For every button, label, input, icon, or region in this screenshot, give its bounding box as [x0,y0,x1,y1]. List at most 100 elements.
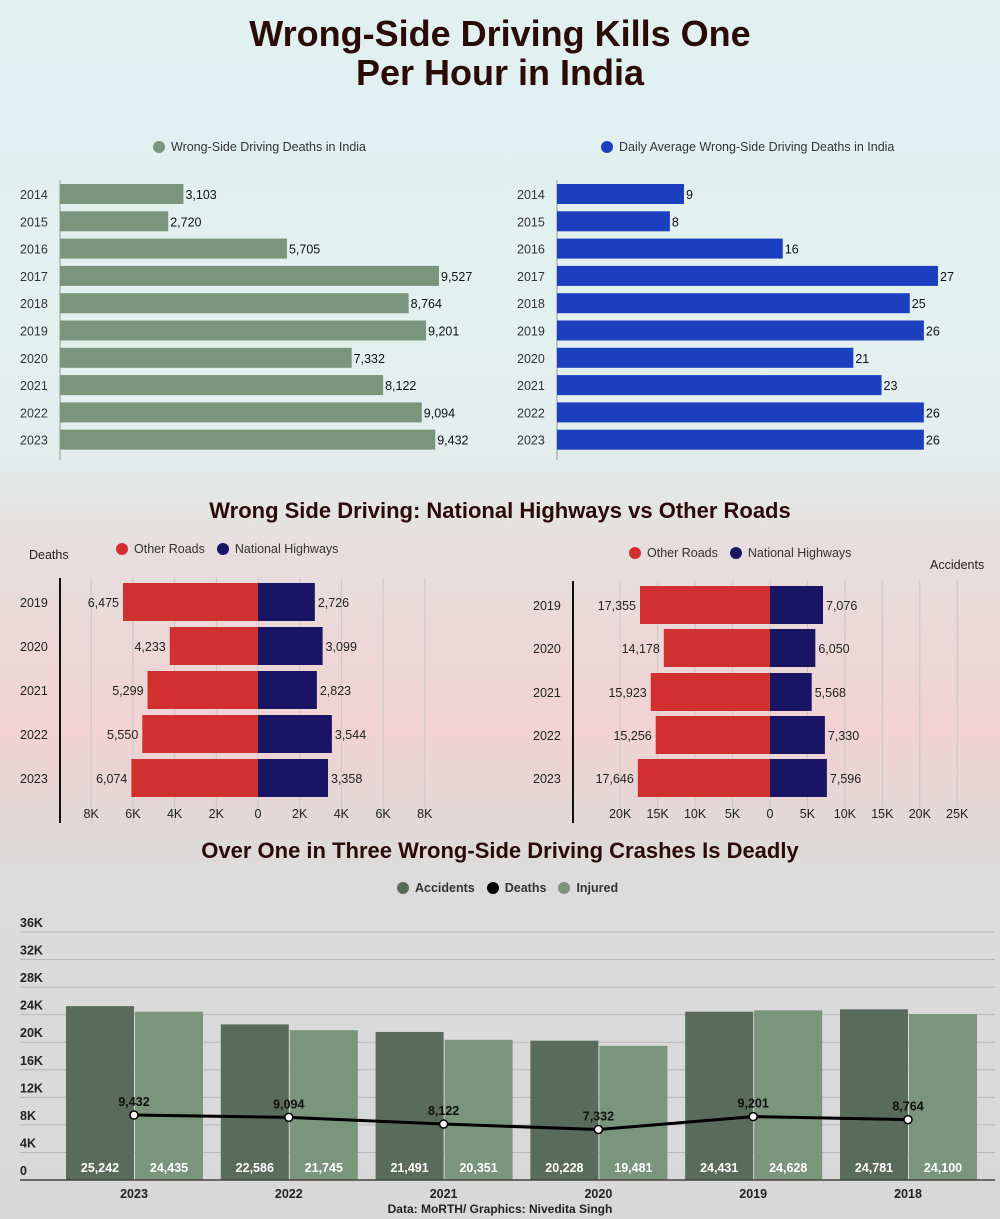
x-tick-label: 2021 [430,1187,458,1201]
data-label: 2,726 [318,596,349,610]
bar-accidents [66,1006,134,1180]
legend-label: National Highways [747,546,852,560]
year-label: 2018 [20,297,48,311]
y-tick-label: 28K [20,971,43,985]
bar [60,375,384,396]
y-tick-label: 24K [20,999,43,1013]
bar-other-roads [637,759,770,797]
legend-left-diverging: Other Roads National Highways [116,542,338,556]
year-label: 2021 [20,684,48,698]
data-label-injured: 19,481 [614,1161,652,1175]
y-tick-label: 4K [20,1136,36,1150]
year-label: 2017 [517,270,545,284]
y-tick-label: 16K [20,1054,43,1068]
year-label: 2021 [533,686,561,700]
year-label: 2022 [20,406,48,420]
legend-label: Daily Average Wrong-Side Driving Deaths … [619,140,895,154]
bar-national-highways [258,583,315,621]
data-label: 2,720 [170,215,201,229]
legend-right-diverging: Other Roads National Highways [629,546,851,560]
x-tick-label: 2020 [584,1187,612,1201]
legend-label: Accidents [415,881,475,895]
bar-injured [754,1010,823,1180]
data-label-accidents: 24,781 [855,1161,893,1175]
tick-label: 4K [167,807,183,821]
bar-injured [135,1011,203,1180]
data-label: 3,544 [335,728,366,742]
data-label-injured: 20,351 [459,1161,497,1175]
bar-national-highways [258,759,329,797]
bar-accidents [220,1024,289,1180]
bar-accidents [375,1031,444,1180]
year-label: 2016 [20,243,48,257]
year-label: 2015 [20,215,48,229]
data-label-injured: 24,628 [769,1161,807,1175]
bar [557,320,924,341]
tick-label: 6K [125,807,141,821]
bar-national-highways [258,671,317,709]
data-label: 25 [912,297,926,311]
data-label-deaths: 9,201 [738,1097,769,1111]
bar [557,429,924,450]
data-label: 15,923 [608,686,646,700]
legend-swatch [601,141,613,153]
data-label: 6,475 [88,596,119,610]
bar [60,429,436,450]
point-deaths [129,1110,139,1120]
bar [60,238,287,259]
data-label: 5,550 [107,728,138,742]
tick-label: 5K [800,807,816,821]
axis-title-deaths: Deaths [29,548,69,562]
bar [60,320,427,341]
data-label-accidents: 21,491 [390,1161,428,1175]
data-label-deaths: 9,094 [273,1097,304,1111]
data-label-accidents: 22,586 [236,1161,274,1175]
bar-other-roads [169,627,258,665]
bar-other-roads [147,671,258,709]
x-tick-label: 2023 [120,1187,148,1201]
data-label: 8,764 [411,297,442,311]
bar [557,402,924,423]
year-label: 2021 [20,379,48,393]
data-label: 7,332 [354,352,385,366]
data-label: 26 [926,434,940,448]
data-label: 7,330 [828,729,859,743]
data-label: 5,299 [112,684,143,698]
point-deaths [438,1119,449,1129]
data-label: 8 [672,215,679,229]
year-label: 2015 [517,215,545,229]
data-label-deaths: 7,332 [583,1109,614,1123]
y-tick-label: 12K [20,1081,43,1095]
legend-label: Injured [576,881,619,895]
bar-injured [909,1013,977,1180]
point-deaths [903,1114,913,1125]
year-label: 2019 [517,325,545,339]
year-label: 2022 [20,728,48,742]
data-label-deaths: 8,122 [428,1104,459,1118]
data-label: 23 [884,379,898,393]
bar-national-highways [770,716,825,754]
data-label: 3,358 [331,772,362,786]
title-line-1: Wrong-Side Driving Kills One [249,13,751,54]
data-label: 5,705 [289,243,320,257]
year-label: 2023 [533,772,561,786]
tick-label: 0 [767,807,774,821]
year-label: 2016 [517,243,545,257]
x-tick-label: 2022 [275,1187,303,1201]
title-line-2: Per Hour in India [355,52,645,93]
bar-other-roads [640,586,770,624]
bar [60,347,352,368]
data-label: 9,094 [424,406,455,420]
line-deaths [133,1113,909,1131]
y-tick-label: 32K [20,944,43,958]
tick-label: 15K [871,807,894,821]
year-label: 2023 [20,772,48,786]
tick-label: 20K [609,807,632,821]
data-label: 17,355 [598,599,636,613]
bar-accidents [840,1009,908,1180]
tick-label: 0 [255,807,262,821]
data-label-injured: 24,435 [150,1161,188,1175]
bar-national-highways [770,673,812,711]
data-label: 21 [855,352,869,366]
data-label: 26 [926,325,940,339]
